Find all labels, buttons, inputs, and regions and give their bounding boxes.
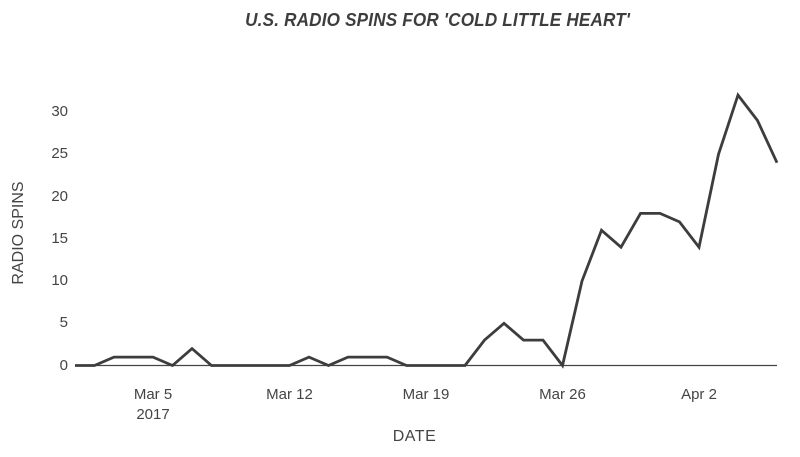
y-tick-label: 15	[51, 229, 68, 247]
x-tick-label: Mar 26	[539, 386, 586, 403]
x-tick-label: Mar 12	[266, 386, 313, 403]
chart-title-text: U.S. RADIO SPINS FOR 'COLD LITTLE HEART'	[245, 10, 630, 30]
y-tick-label: 0	[59, 356, 68, 374]
chart-title: U.S. RADIO SPINS FOR 'COLD LITTLE HEART'	[75, 10, 800, 31]
x-tick-label: Apr 2	[681, 386, 717, 403]
y-tick-label: 5	[59, 314, 68, 332]
x-tick-label: Mar 5 2017	[108, 386, 198, 424]
y-tick-label: 25	[51, 145, 68, 163]
y-tick-label: 10	[51, 272, 68, 289]
y-tick-label: 20	[51, 187, 68, 205]
x-tick-label: Mar 19	[402, 386, 450, 403]
y-tick-label: 30	[51, 103, 68, 120]
data-line-series	[75, 92, 779, 369]
x-axis-title: DATE	[392, 428, 437, 445]
x-tick-year-label: 2017	[136, 406, 170, 423]
